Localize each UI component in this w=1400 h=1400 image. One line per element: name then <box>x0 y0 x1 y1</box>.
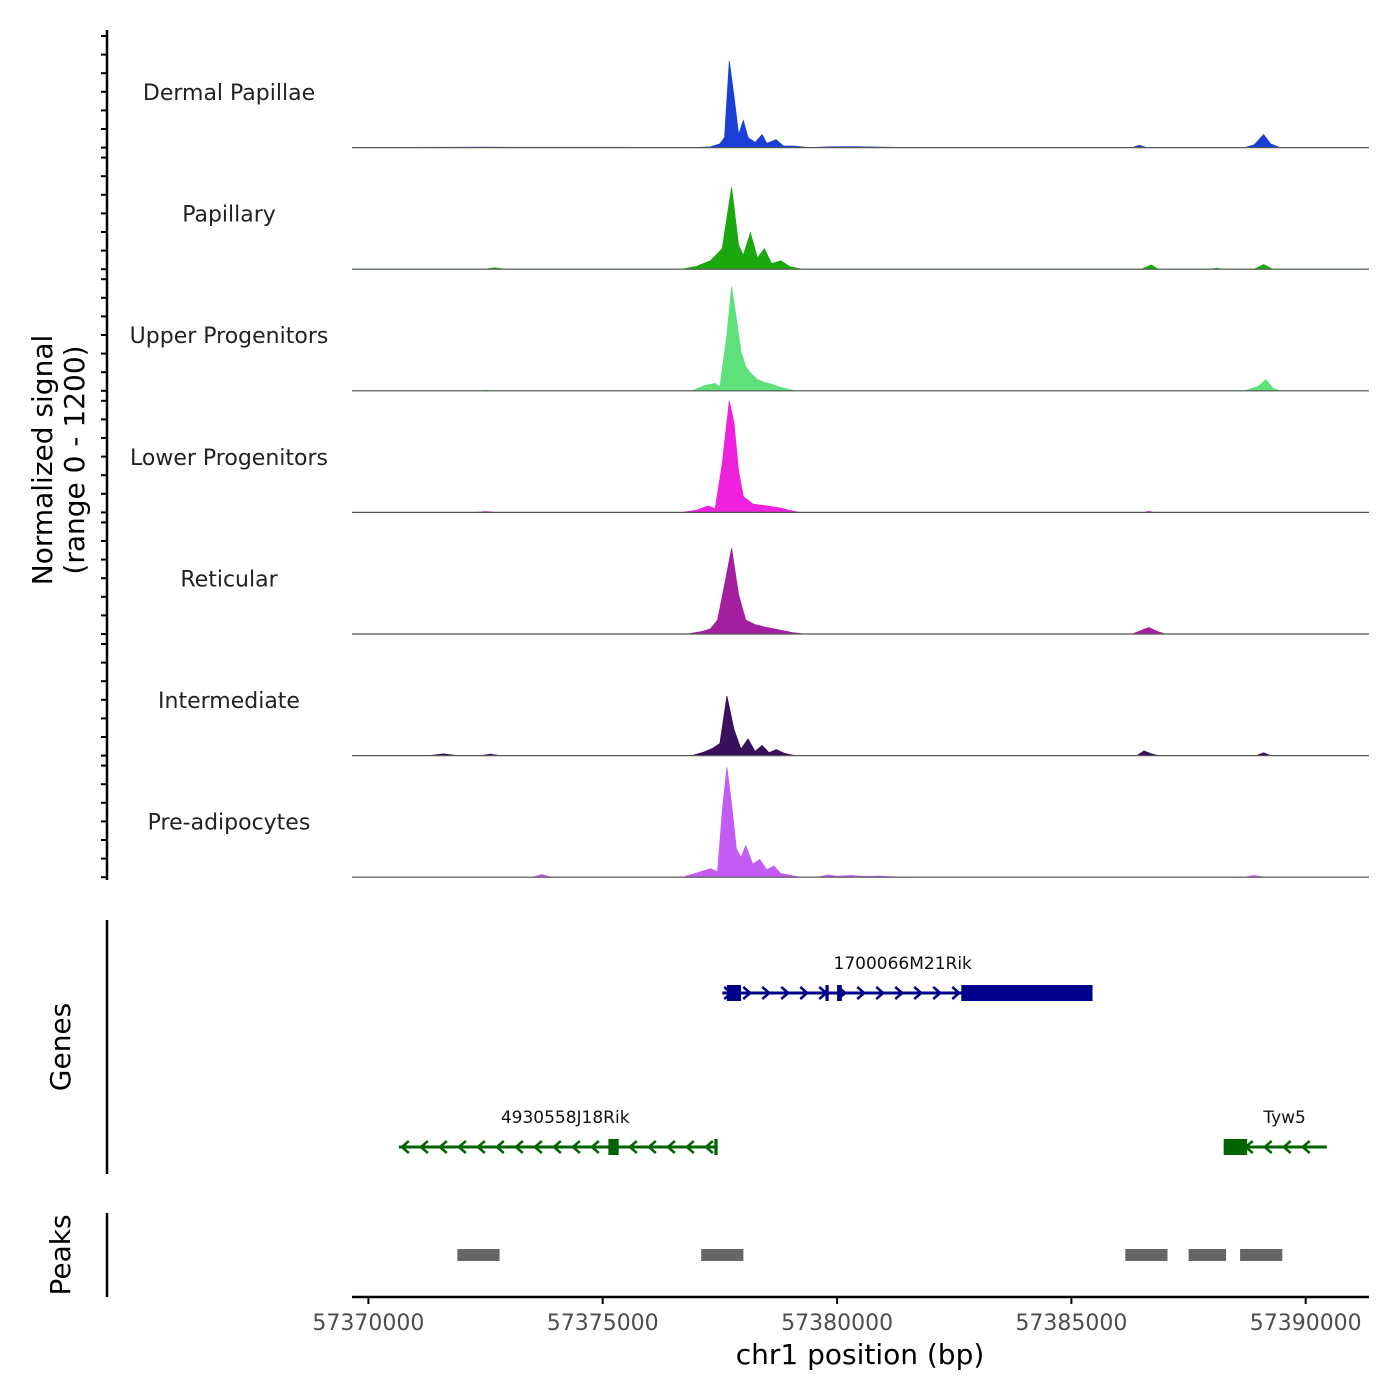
gene-4930558j18rik: 4930558J18Rik <box>398 1108 718 1155</box>
peak-bar <box>1125 1249 1168 1261</box>
track-reticular: Reticular <box>180 548 1369 635</box>
x-tick-label: 57385000 <box>1015 1311 1127 1336</box>
strand-arrow <box>742 986 753 1000</box>
y-axis-title: Normalized signal (range 0 - 1200) <box>26 335 91 586</box>
strand-arrow <box>513 1140 524 1154</box>
gene-label: 1700066M21Rik <box>834 954 973 974</box>
strand-arrow <box>780 986 791 1000</box>
strand-arrow <box>475 1140 486 1154</box>
strand-arrow <box>1281 1140 1292 1154</box>
track-pre-adipocytes: Pre-adipocytes <box>148 767 1369 878</box>
x-tick-label: 57370000 <box>312 1311 424 1336</box>
genes-panel-label: Genes <box>44 1003 77 1091</box>
strand-arrow <box>551 1140 562 1154</box>
track-label: Upper Progenitors <box>130 324 329 349</box>
gene-label: 4930558J18Rik <box>501 1108 630 1128</box>
coverage-area <box>352 696 1369 756</box>
gene-exon <box>608 1139 619 1155</box>
coverage-area <box>352 187 1369 270</box>
track-label: Pre-adipocytes <box>148 811 311 836</box>
strand-arrow <box>1300 1140 1311 1154</box>
strand-arrow <box>799 986 810 1000</box>
x-tick-label: 57380000 <box>781 1311 893 1336</box>
gene-tyw5: Tyw5 <box>1223 1108 1327 1155</box>
coverage-area <box>352 548 1369 635</box>
coverage-area <box>351 61 1369 149</box>
gene-annotations: 1700066M21Rik 4930558J18Rik Tyw5 <box>398 954 1327 1155</box>
strand-arrow <box>703 1140 714 1154</box>
strand-arrow <box>761 986 772 1000</box>
strand-arrow <box>875 986 886 1000</box>
coverage-area <box>352 767 1369 878</box>
gene-exon <box>714 1139 718 1155</box>
strand-arrow <box>665 1140 676 1154</box>
strand-arrow <box>589 1140 600 1154</box>
track-label: Papillary <box>182 203 276 228</box>
strand-arrow <box>894 986 905 1000</box>
track-label: Reticular <box>180 567 278 592</box>
strand-arrow <box>932 986 943 1000</box>
gene-1700066m21rik: 1700066M21Rik <box>722 954 1093 1001</box>
gene-label: Tyw5 <box>1262 1108 1306 1128</box>
track-upper-progenitors: Upper Progenitors <box>130 286 1369 392</box>
x-tick-label: 57390000 <box>1250 1311 1362 1336</box>
strand-arrow <box>951 986 962 1000</box>
coverage-y-ticks <box>101 35 107 879</box>
peak-bar <box>1240 1249 1283 1261</box>
peak-bar <box>701 1249 744 1261</box>
peak-bar <box>1188 1249 1227 1261</box>
track-label: Dermal Papillae <box>143 81 315 106</box>
strand-arrow <box>684 1140 695 1154</box>
peaks-panel-label: Peaks <box>44 1214 77 1295</box>
strand-arrow <box>456 1140 467 1154</box>
strand-arrow <box>418 1140 429 1154</box>
track-dermal-papillae: Dermal Papillae <box>143 61 1369 149</box>
strand-arrow <box>627 1140 638 1154</box>
strand-arrow <box>646 1140 657 1154</box>
strand-arrow <box>437 1140 448 1154</box>
strand-arrow <box>1262 1140 1273 1154</box>
y-axis-title-line2: (range 0 - 1200) <box>58 345 91 574</box>
coverage-area <box>352 286 1369 392</box>
track-papillary: Papillary <box>182 187 1369 270</box>
track-label: Intermediate <box>158 689 300 714</box>
peak-regions <box>457 1249 1283 1261</box>
strand-arrow <box>856 986 867 1000</box>
gene-exon <box>961 985 1093 1001</box>
track-intermediate: Intermediate <box>158 689 1369 757</box>
track-label: Lower Progenitors <box>130 446 328 471</box>
coverage-area <box>352 400 1369 513</box>
x-axis-title: chr1 position (bp) <box>736 1338 985 1371</box>
gene-exon <box>726 985 741 1001</box>
track-lower-progenitors: Lower Progenitors <box>130 400 1369 514</box>
coverage-tracks: Dermal Papillae Papillary Upper Progenitor… <box>130 61 1369 878</box>
strand-arrow <box>399 1140 410 1154</box>
strand-arrow <box>913 986 924 1000</box>
gene-exon <box>825 985 829 1001</box>
x-tick-label: 57375000 <box>547 1311 659 1336</box>
x-axis-ticks: 57370000 57375000 57380000 57385000 57390000 <box>312 1297 1362 1336</box>
strand-arrow <box>532 1140 543 1154</box>
peak-bar <box>457 1249 500 1261</box>
gene-exon <box>837 985 842 1001</box>
strand-arrow <box>494 1140 505 1154</box>
y-axis-title-line1: Normalized signal <box>26 335 59 586</box>
gene-exon <box>1223 1139 1248 1155</box>
strand-arrow <box>570 1140 581 1154</box>
